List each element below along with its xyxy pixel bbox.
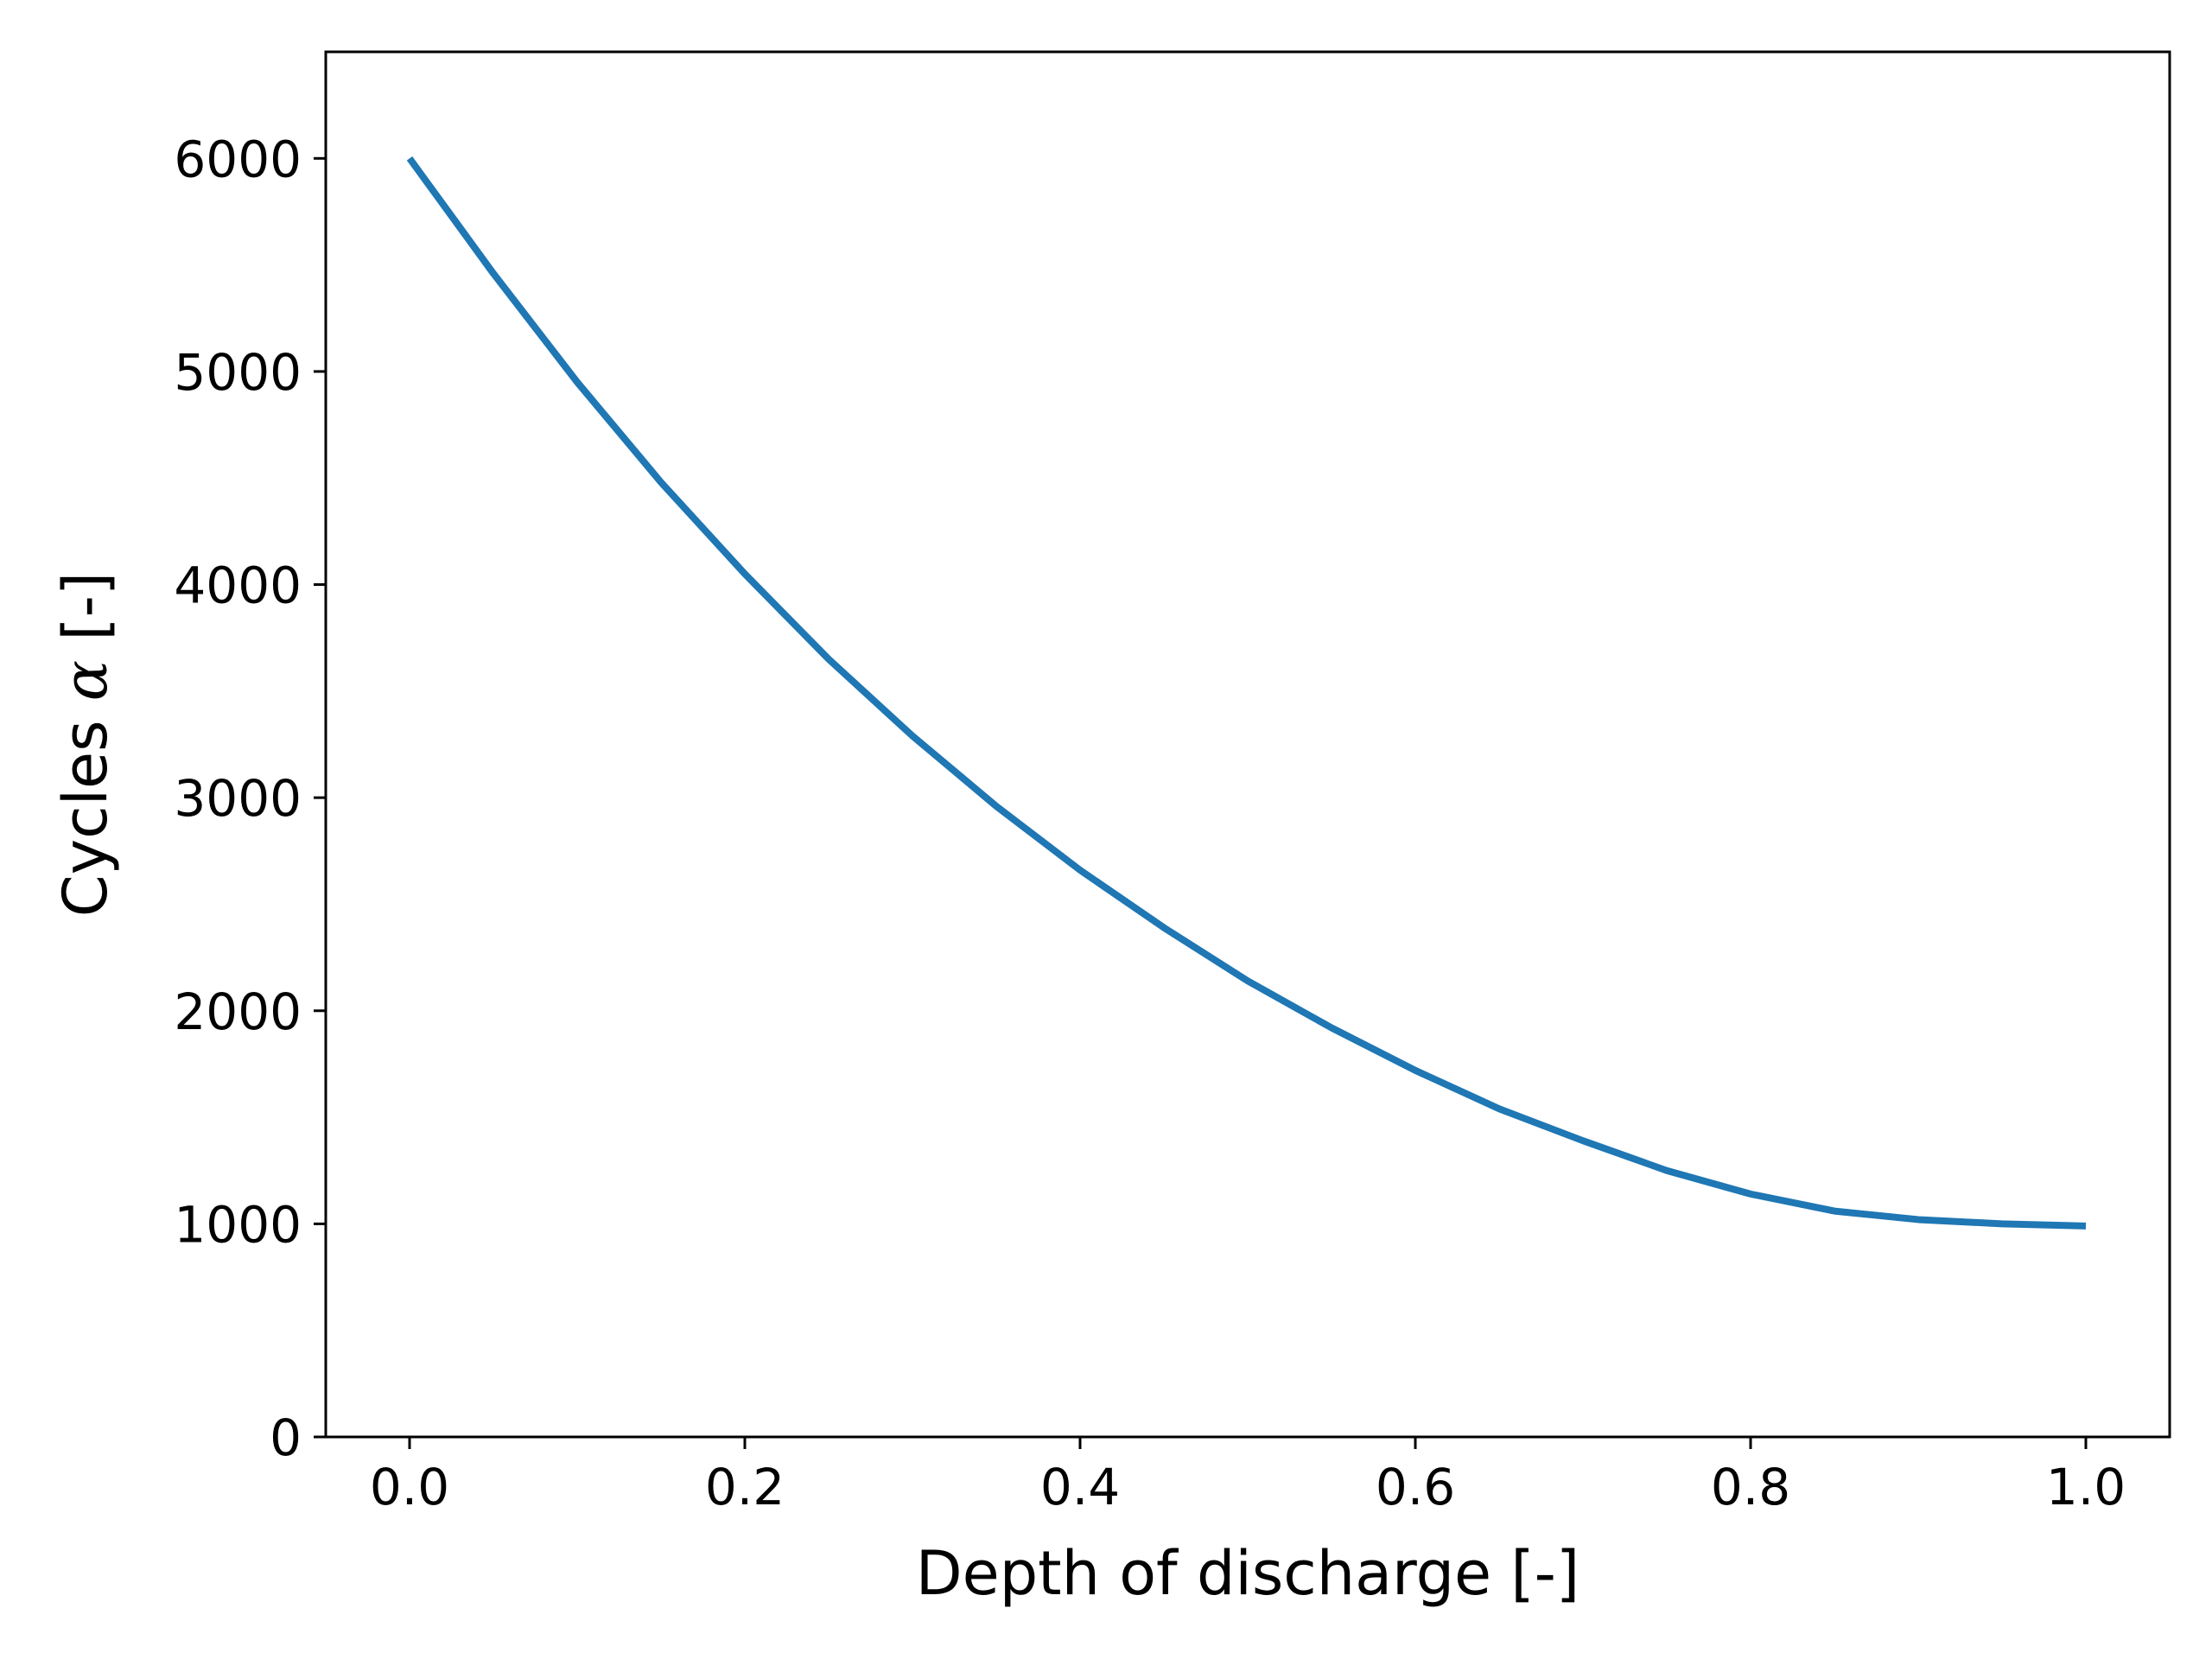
y-tick-label: 0 (270, 1408, 302, 1467)
y-axis: 0 1000 2000 3000 4000 5000 6000 (174, 130, 326, 1467)
y-tick-label: 6000 (174, 130, 302, 188)
y-axis-label-suffix: [-] (50, 572, 121, 660)
x-tick-label: 1.0 (2046, 1458, 2126, 1516)
y-tick-label: 2000 (174, 982, 302, 1041)
x-axis-label: Depth of discharge [-] (916, 1538, 1580, 1609)
y-tick-label: 3000 (174, 769, 302, 828)
y-axis-label-prefix: Cycles (50, 701, 121, 917)
alpha-symbol: α (50, 660, 121, 701)
x-tick-label: 0.6 (1376, 1458, 1455, 1516)
y-axis-label: Cycles α [-] (50, 572, 121, 917)
y-tick-label: 5000 (174, 343, 302, 402)
x-tick-label: 0.4 (1040, 1458, 1120, 1516)
x-tick-label: 0.2 (705, 1458, 785, 1516)
x-tick-label: 0.8 (1711, 1458, 1790, 1516)
y-tick-label: 1000 (174, 1195, 302, 1254)
series-layer (406, 156, 2087, 1230)
plot-frame (324, 50, 2171, 1439)
y-tick-label: 4000 (174, 556, 302, 615)
plot-area (326, 52, 2170, 1437)
x-tick-label: 0.0 (370, 1458, 449, 1516)
series-line-0 (406, 156, 2087, 1230)
x-axis: 0.0 0.2 0.4 0.6 0.8 1.0 (370, 1437, 2126, 1516)
